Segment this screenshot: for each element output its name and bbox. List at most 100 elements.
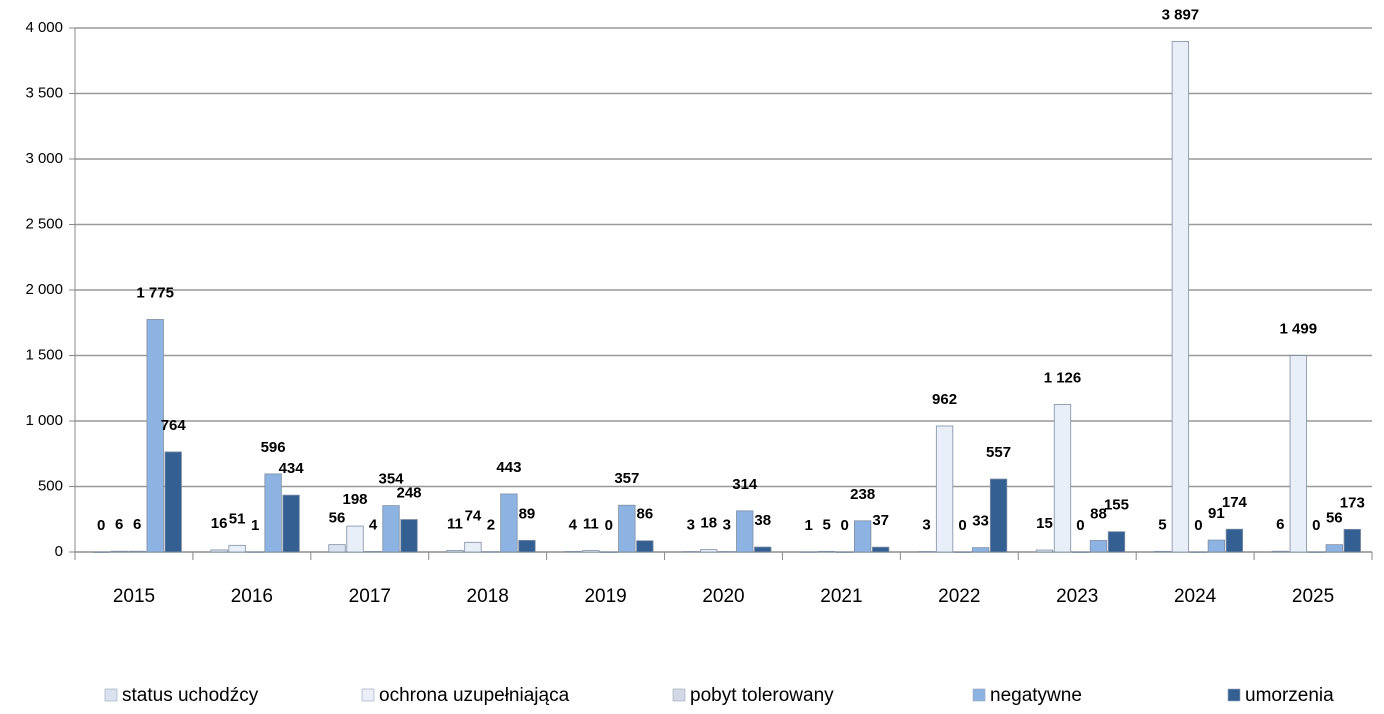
- bar: [800, 551, 818, 553]
- data-label: 33: [972, 513, 989, 530]
- x-tick-label: 2015: [113, 586, 155, 607]
- bar: [700, 549, 718, 553]
- legend-label: pobyt tolerowany: [690, 685, 834, 706]
- x-tick-label: 2020: [702, 586, 744, 607]
- data-label: 434: [279, 460, 305, 477]
- bar: [917, 551, 936, 553]
- legend-label: status uchodźcy: [122, 685, 259, 706]
- x-tick-label: 2016: [231, 586, 273, 607]
- data-label: 11: [447, 516, 463, 533]
- data-label: 0: [97, 517, 105, 534]
- bar: [1053, 404, 1072, 553]
- legend-swatch: [972, 688, 986, 702]
- data-label: 18: [700, 515, 717, 532]
- legend-swatch: [672, 688, 686, 702]
- data-label: 1 126: [1044, 369, 1082, 386]
- bar: [128, 550, 146, 553]
- data-label: 15: [1036, 515, 1053, 532]
- data-label: 354: [379, 471, 405, 488]
- data-label: 0: [1076, 517, 1084, 534]
- data-label: 88: [1090, 505, 1107, 522]
- x-tick-label: 2017: [349, 586, 391, 607]
- bar: [1207, 539, 1226, 553]
- data-label: 248: [397, 484, 422, 501]
- bar: [264, 473, 282, 553]
- bar: [1071, 551, 1090, 553]
- data-label: 38: [754, 512, 771, 529]
- bar: [464, 541, 482, 553]
- bar: [1271, 550, 1289, 553]
- data-label: 6: [133, 516, 141, 533]
- data-label: 1 499: [1280, 321, 1318, 338]
- bar: [500, 493, 518, 553]
- bar: [854, 520, 872, 553]
- y-tick-label: 2 500: [25, 215, 63, 232]
- y-tick-label: 1 500: [25, 346, 63, 363]
- x-tick-label: 2019: [584, 586, 626, 607]
- bar: [1307, 551, 1325, 553]
- data-label: 51: [229, 510, 246, 527]
- bar: [564, 551, 582, 553]
- data-label: 3: [723, 517, 731, 534]
- y-tick-label: 2 000: [25, 281, 63, 298]
- data-label: 0: [840, 517, 848, 534]
- x-tick-label: 2021: [820, 586, 862, 607]
- bar: [1225, 528, 1244, 553]
- data-label: 3: [687, 517, 695, 534]
- bar: [736, 510, 754, 553]
- legend-swatch: [1227, 688, 1241, 702]
- bar: [1107, 531, 1126, 553]
- bar: [518, 539, 536, 553]
- data-label: 173: [1340, 494, 1365, 511]
- data-label: 86: [636, 506, 653, 523]
- bar: [400, 519, 418, 553]
- data-label: 314: [732, 476, 758, 493]
- data-label: 0: [605, 517, 613, 534]
- legend-label: negatywne: [990, 685, 1082, 706]
- data-label: 3 897: [1162, 6, 1200, 23]
- x-tick-label: 2023: [1056, 586, 1098, 607]
- bar: [971, 547, 990, 553]
- bar: [1189, 551, 1208, 553]
- bar: [600, 551, 618, 553]
- bar: [346, 525, 364, 553]
- data-label: 4: [569, 516, 578, 533]
- data-label: 56: [1326, 510, 1343, 527]
- bar: [1153, 550, 1172, 553]
- bar: [1089, 540, 1108, 553]
- bar: [754, 546, 772, 553]
- data-label: 3: [922, 517, 930, 534]
- data-label: 0: [958, 517, 966, 534]
- data-label: 2: [487, 517, 495, 534]
- data-label: 6: [1276, 516, 1284, 533]
- x-tick-label: 2025: [1292, 586, 1334, 607]
- bar: [210, 549, 228, 553]
- bar: [364, 551, 382, 553]
- bar: [164, 451, 182, 553]
- bar: [872, 546, 890, 553]
- data-label: 238: [850, 486, 875, 503]
- data-label: 37: [872, 512, 889, 529]
- legend-label: ochrona uzupełniająca: [379, 685, 570, 706]
- bar: [110, 550, 128, 553]
- data-label: 5: [1158, 516, 1166, 533]
- bar: [146, 319, 164, 553]
- data-label: 16: [211, 515, 228, 532]
- data-label: 357: [614, 470, 639, 487]
- data-label: 0: [1312, 517, 1320, 534]
- bar: [718, 551, 736, 553]
- data-label: 74: [465, 507, 482, 524]
- data-label: 91: [1208, 505, 1225, 522]
- data-label: 56: [329, 510, 346, 527]
- bar: [836, 551, 854, 553]
- y-tick-label: 0: [55, 543, 63, 560]
- data-label: 1 775: [136, 284, 174, 301]
- legend-label: umorzenia: [1245, 685, 1334, 706]
- bar: [228, 544, 246, 553]
- bar: [818, 550, 836, 553]
- legend-swatch: [104, 688, 118, 702]
- bar: [989, 478, 1008, 553]
- bar: [482, 551, 500, 553]
- data-label: 1: [251, 517, 259, 534]
